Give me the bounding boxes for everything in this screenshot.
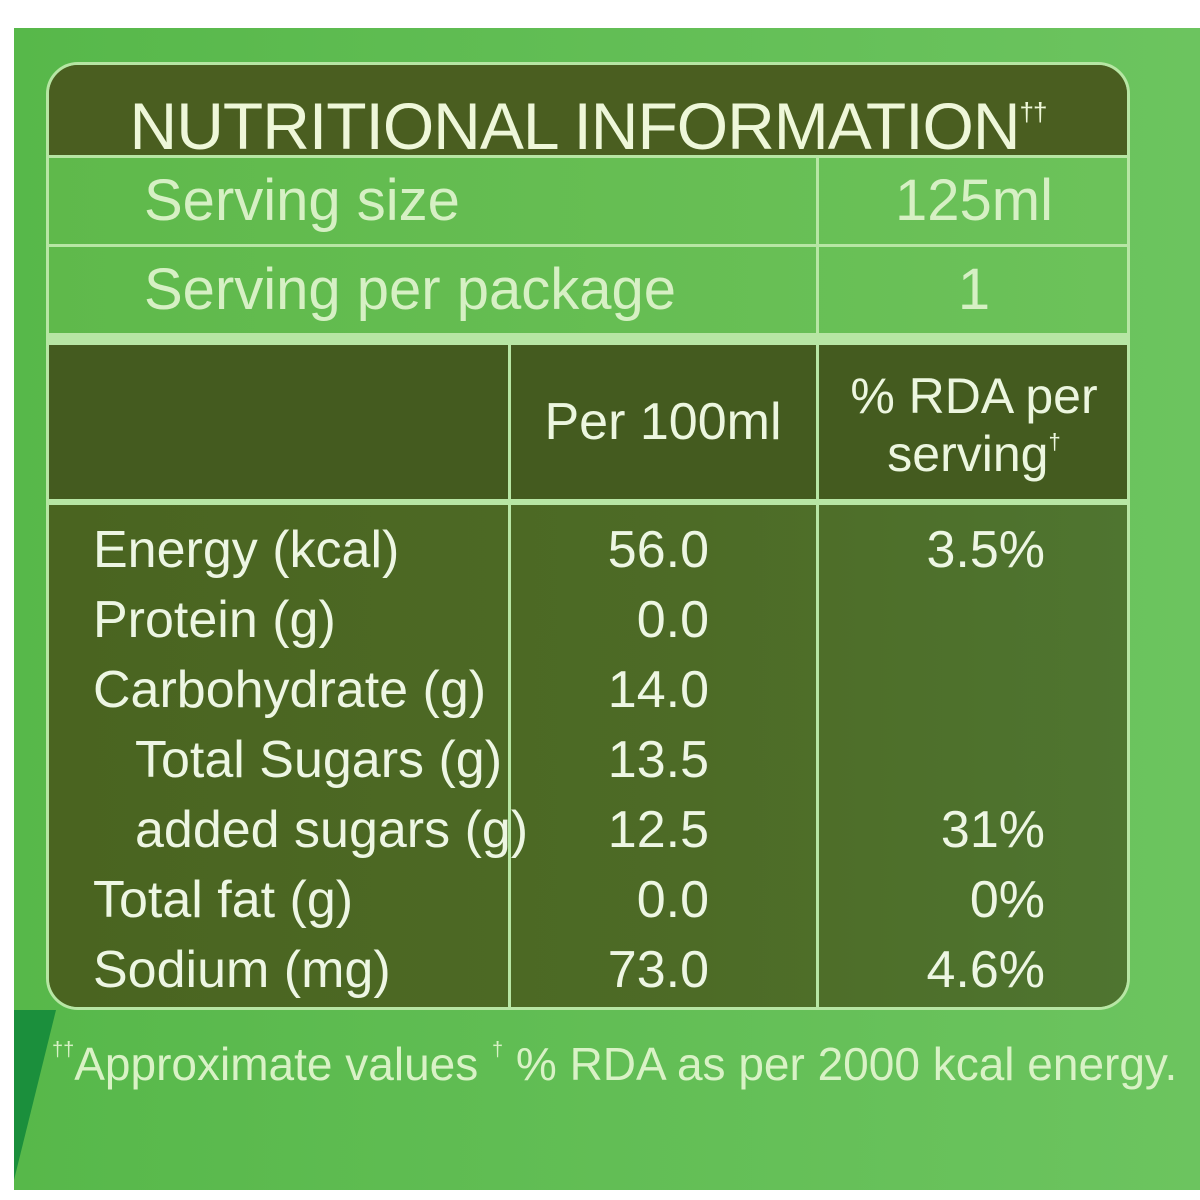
serving-size-row: Serving size 125ml: [49, 158, 1127, 244]
column-header-rda-line2: serving: [887, 426, 1049, 482]
nutrient-per-100ml: 0.0: [636, 871, 709, 929]
column-header-rda-line1: % RDA per: [850, 368, 1098, 424]
footnote-rda-text: % RDA as per 2000 kcal energy.: [515, 1038, 1178, 1090]
nutrient-name: Total fat (g): [93, 871, 354, 929]
footnote-approximate-text: Approximate values: [74, 1038, 479, 1090]
nutrient-per-100ml: 0.0: [636, 591, 709, 649]
nutrient-row: Total Sugars (g) 13.5: [49, 725, 1127, 795]
nutrient-name: Total Sugars (g): [135, 731, 503, 789]
nutrient-per-100ml: 73.0: [607, 941, 709, 999]
column-header-row: Per 100ml % RDA per serving†: [49, 345, 1127, 499]
serving-size-value: 125ml: [895, 168, 1053, 233]
nutrient-per-100ml: 14.0: [607, 661, 709, 719]
nutrient-table: Energy (kcal) 56.0 3.5% Protein (g) 0.0 …: [49, 505, 1127, 1007]
column-divider: [816, 345, 819, 1007]
divider: [49, 155, 1127, 158]
servings-per-package-label: Serving per package: [144, 257, 676, 322]
title-footnote-mark: ††: [1019, 97, 1048, 127]
nutrient-row: Carbohydrate (g) 14.0: [49, 655, 1127, 725]
nutrient-rda: 3.5%: [926, 521, 1045, 579]
nutrient-rda: 0%: [969, 871, 1045, 929]
nutrient-name: Carbohydrate (g): [93, 661, 487, 719]
nutrient-name: added sugars (g): [135, 801, 529, 859]
divider: [49, 499, 1127, 505]
nutrient-row: Sodium (mg) 73.0 4.6%: [49, 935, 1127, 1005]
nutrient-row: added sugars (g) 12.5 31%: [49, 795, 1127, 865]
nutrient-row: Protein (g) 0.0: [49, 585, 1127, 655]
nutrient-per-100ml: 12.5: [607, 801, 709, 859]
column-divider: [816, 158, 819, 340]
nutrient-name: Sodium (mg): [93, 941, 391, 999]
nutrient-rda: 4.6%: [926, 941, 1045, 999]
column-divider: [508, 345, 511, 1007]
footnote-mark-single: †: [492, 1039, 504, 1061]
package-edge-stripe: [14, 1010, 56, 1180]
serving-size-label: Serving size: [144, 168, 460, 233]
footnote-rda: † % RDA as per 2000 kcal energy.: [492, 1010, 1177, 1104]
nutrition-title: NUTRITIONAL INFORMATION††: [49, 65, 1127, 163]
nutrition-panel: NUTRITIONAL INFORMATION†† Serving size 1…: [46, 62, 1130, 1010]
footnotes: ††Approximate values † % RDA as per 2000…: [52, 1010, 1177, 1090]
nutrient-row: Energy (kcal) 56.0 3.5%: [49, 515, 1127, 585]
footnote-approximate: ††Approximate values: [52, 1010, 478, 1104]
title-text: NUTRITIONAL INFORMATION: [129, 89, 1021, 163]
column-header-rda: % RDA per serving†: [819, 368, 1127, 479]
nutrient-row: Total fat (g) 0.0 0%: [49, 865, 1127, 935]
column-header-rda-line2-wrap: serving†: [819, 419, 1127, 479]
rda-footnote-mark: †: [1048, 429, 1061, 454]
footnote-mark-double: ††: [52, 1039, 75, 1061]
divider: [49, 244, 1127, 247]
divider: [49, 333, 1127, 345]
nutrient-name: Protein (g): [93, 591, 336, 649]
nutrient-per-100ml: 56.0: [607, 521, 709, 579]
servings-per-package-row: Serving per package 1: [49, 247, 1127, 333]
column-header-per-100ml: Per 100ml: [544, 393, 782, 451]
nutrient-per-100ml: 13.5: [607, 731, 709, 789]
nutrient-name: Energy (kcal): [93, 521, 400, 579]
servings-per-package-value: 1: [957, 257, 991, 322]
nutrient-rda: 31%: [940, 801, 1045, 859]
